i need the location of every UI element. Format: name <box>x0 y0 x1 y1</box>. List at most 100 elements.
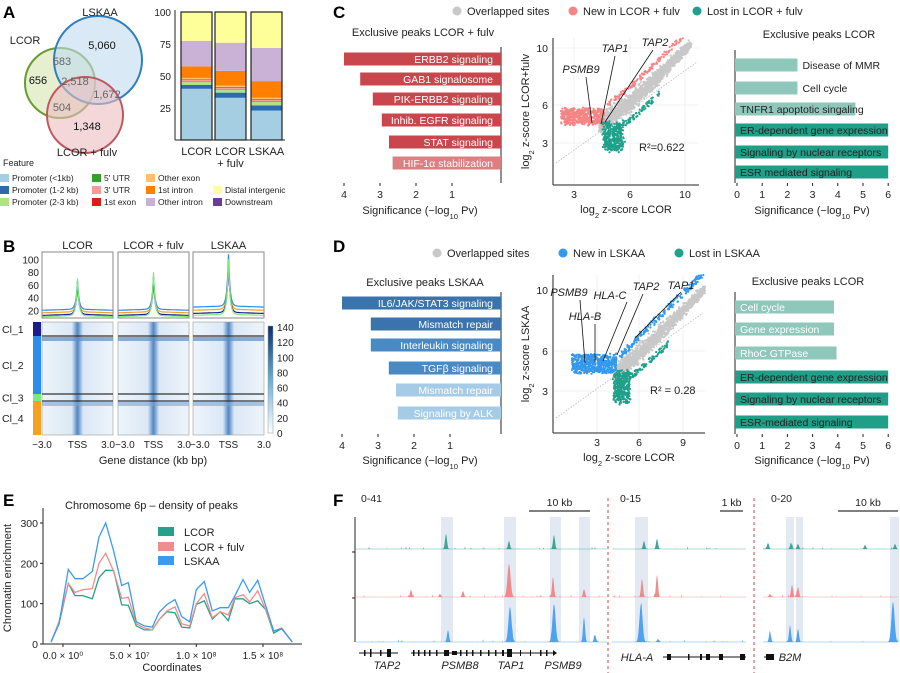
profile-curve-cl_3 <box>118 272 189 318</box>
scatter-point <box>638 83 641 86</box>
x-tick-label: −3.0 <box>115 440 135 451</box>
gene-annotation: TAP1 <box>602 43 629 55</box>
text-part: 120 <box>277 338 294 349</box>
scatter-point <box>611 132 615 135</box>
scatter-point <box>569 121 573 125</box>
heatmap-dense-band <box>42 337 113 341</box>
scatter-point <box>594 114 598 117</box>
text-part: 9 <box>680 437 686 449</box>
scatter-point <box>608 151 611 154</box>
scatter-point <box>682 47 685 50</box>
scatter-point <box>603 139 606 142</box>
bar-label: HIF-1α stabilization <box>403 158 493 170</box>
y-tick-label: 80 <box>28 268 40 279</box>
text-part: Pv) <box>850 455 870 467</box>
y-tick-label: 6 <box>542 346 548 358</box>
gene-annotation: PSMB9 <box>562 64 599 76</box>
scatter-point <box>639 74 642 77</box>
scatter-point <box>629 94 632 97</box>
scatter-point <box>635 115 638 118</box>
scatter-point <box>602 137 605 140</box>
text-part: log <box>827 455 842 467</box>
scatter-point <box>644 94 647 97</box>
bar-label: Mismatch repair <box>418 319 493 331</box>
scatter-point <box>669 69 672 72</box>
subscript: 2 <box>595 211 599 220</box>
scatter-point <box>638 99 641 102</box>
legend-marker <box>674 248 684 258</box>
scatter-point <box>615 134 618 137</box>
scatter-point <box>632 349 635 353</box>
stacked-bar-segment <box>215 85 246 87</box>
scatter-point <box>655 62 659 65</box>
text-part: 3.0 <box>177 440 191 451</box>
scatter-point <box>624 87 627 91</box>
text-part: Significance (− <box>362 455 434 467</box>
scatter-point <box>657 340 660 343</box>
text-part: Pv) <box>850 205 870 217</box>
scatter-point <box>596 110 599 113</box>
scatter-point <box>606 148 609 151</box>
scatter-point <box>650 97 653 100</box>
scatter-point <box>646 70 649 73</box>
scatter-point <box>649 81 653 84</box>
scatter-point <box>659 65 662 68</box>
y-tick-label: 50 <box>160 72 172 83</box>
gene-annotation: TAP2 <box>642 37 669 49</box>
scatter-point <box>623 110 627 113</box>
scatter-point <box>669 58 672 62</box>
stacked-bar-segment <box>215 92 246 98</box>
scatter-point <box>657 84 660 87</box>
scatter-point <box>624 359 627 362</box>
text-part: 6 <box>627 189 633 201</box>
annotation-leader <box>585 76 593 124</box>
scatter-point <box>617 117 620 120</box>
legend-marker <box>452 6 462 16</box>
bar <box>372 92 501 106</box>
scatter-point <box>660 55 663 58</box>
venn-count: 583 <box>53 56 71 68</box>
x-tick-label: 1 <box>759 440 765 452</box>
scatter-point <box>664 66 667 69</box>
scatter-point <box>619 362 622 365</box>
scatter-point <box>609 103 612 106</box>
scatter-point <box>609 128 612 132</box>
scatter-point <box>638 113 641 116</box>
scatter-point <box>621 148 624 151</box>
scatter-point <box>679 51 682 54</box>
scatter-point <box>632 114 635 117</box>
text-part: 10 <box>679 189 691 201</box>
scatter-point <box>657 60 660 63</box>
scatter-point <box>563 114 566 117</box>
chart-title: Exclusive peaks LCOR + fulv <box>352 27 495 39</box>
scatter-point <box>670 56 673 59</box>
scatter-point <box>605 109 608 112</box>
scatter-point <box>614 126 617 129</box>
scatter-point <box>585 114 588 117</box>
scatter-point <box>619 134 622 137</box>
y-tick-label: 75 <box>160 40 172 51</box>
text-part: Mismatch repair <box>418 385 493 397</box>
y-tick-label: 60 <box>28 281 40 292</box>
text-part: Lost in LSKAA <box>689 248 761 260</box>
scatter-point <box>622 104 625 107</box>
scatter-point <box>653 62 656 66</box>
scatter-point <box>597 116 600 119</box>
text-part: RhoC GTPase <box>740 348 808 360</box>
scatter-point <box>667 50 670 53</box>
scatter-point <box>631 116 634 119</box>
scatter-point <box>623 140 626 143</box>
subscript: 10 <box>842 462 851 471</box>
scatter-point <box>657 76 660 79</box>
scatter-point <box>617 132 621 135</box>
scatter-point <box>651 67 654 70</box>
scatter-point <box>613 109 617 112</box>
scatter-point <box>632 353 635 356</box>
x-axis-label: Significance (−log10 Pv) <box>362 455 477 471</box>
scatter-point <box>575 121 578 124</box>
scatter-point <box>577 111 580 115</box>
legend-label: 1st exon <box>104 197 136 207</box>
scatter-point <box>572 112 575 115</box>
scatter-point <box>648 66 651 69</box>
colorbar <box>267 325 274 434</box>
